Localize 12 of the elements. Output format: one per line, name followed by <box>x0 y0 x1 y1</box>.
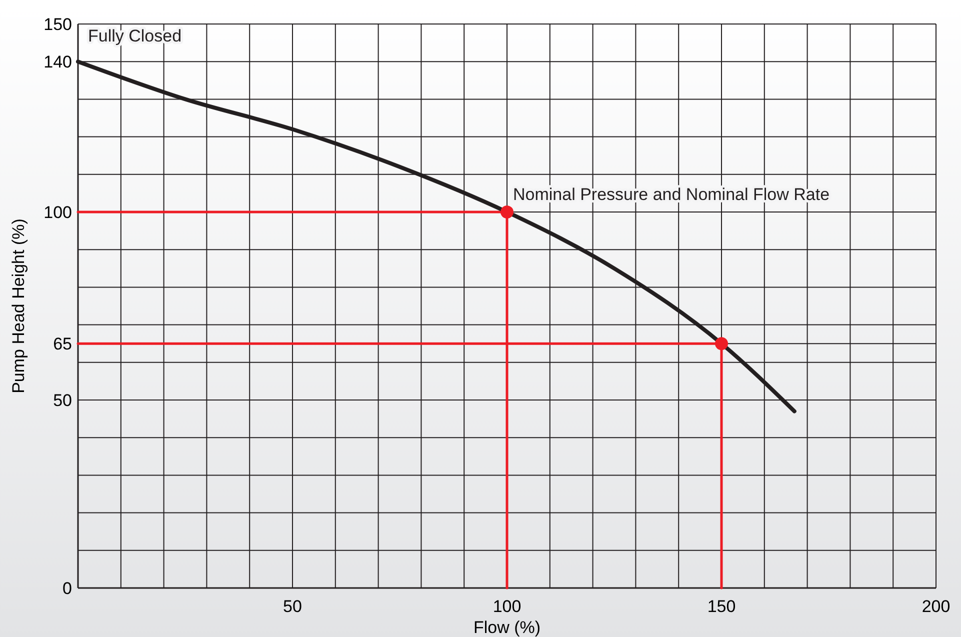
y-tick-label: 65 <box>53 334 72 354</box>
x-tick-label: 150 <box>707 597 736 616</box>
y-tick-label: 50 <box>53 391 72 410</box>
y-tick-label: 150 <box>44 15 72 34</box>
y-tick-label: 140 <box>44 52 72 72</box>
y-tick-label: 100 <box>44 203 72 222</box>
x-axis-title: Flow (%) <box>473 618 541 637</box>
x-tick-label: 50 <box>283 597 302 616</box>
x-tick-label: 200 <box>922 597 950 616</box>
y-tick-label: 0 <box>62 579 72 598</box>
y-axis-title: Pump Head Height (%) <box>9 218 28 394</box>
x-tick-label: 100 <box>492 597 522 616</box>
